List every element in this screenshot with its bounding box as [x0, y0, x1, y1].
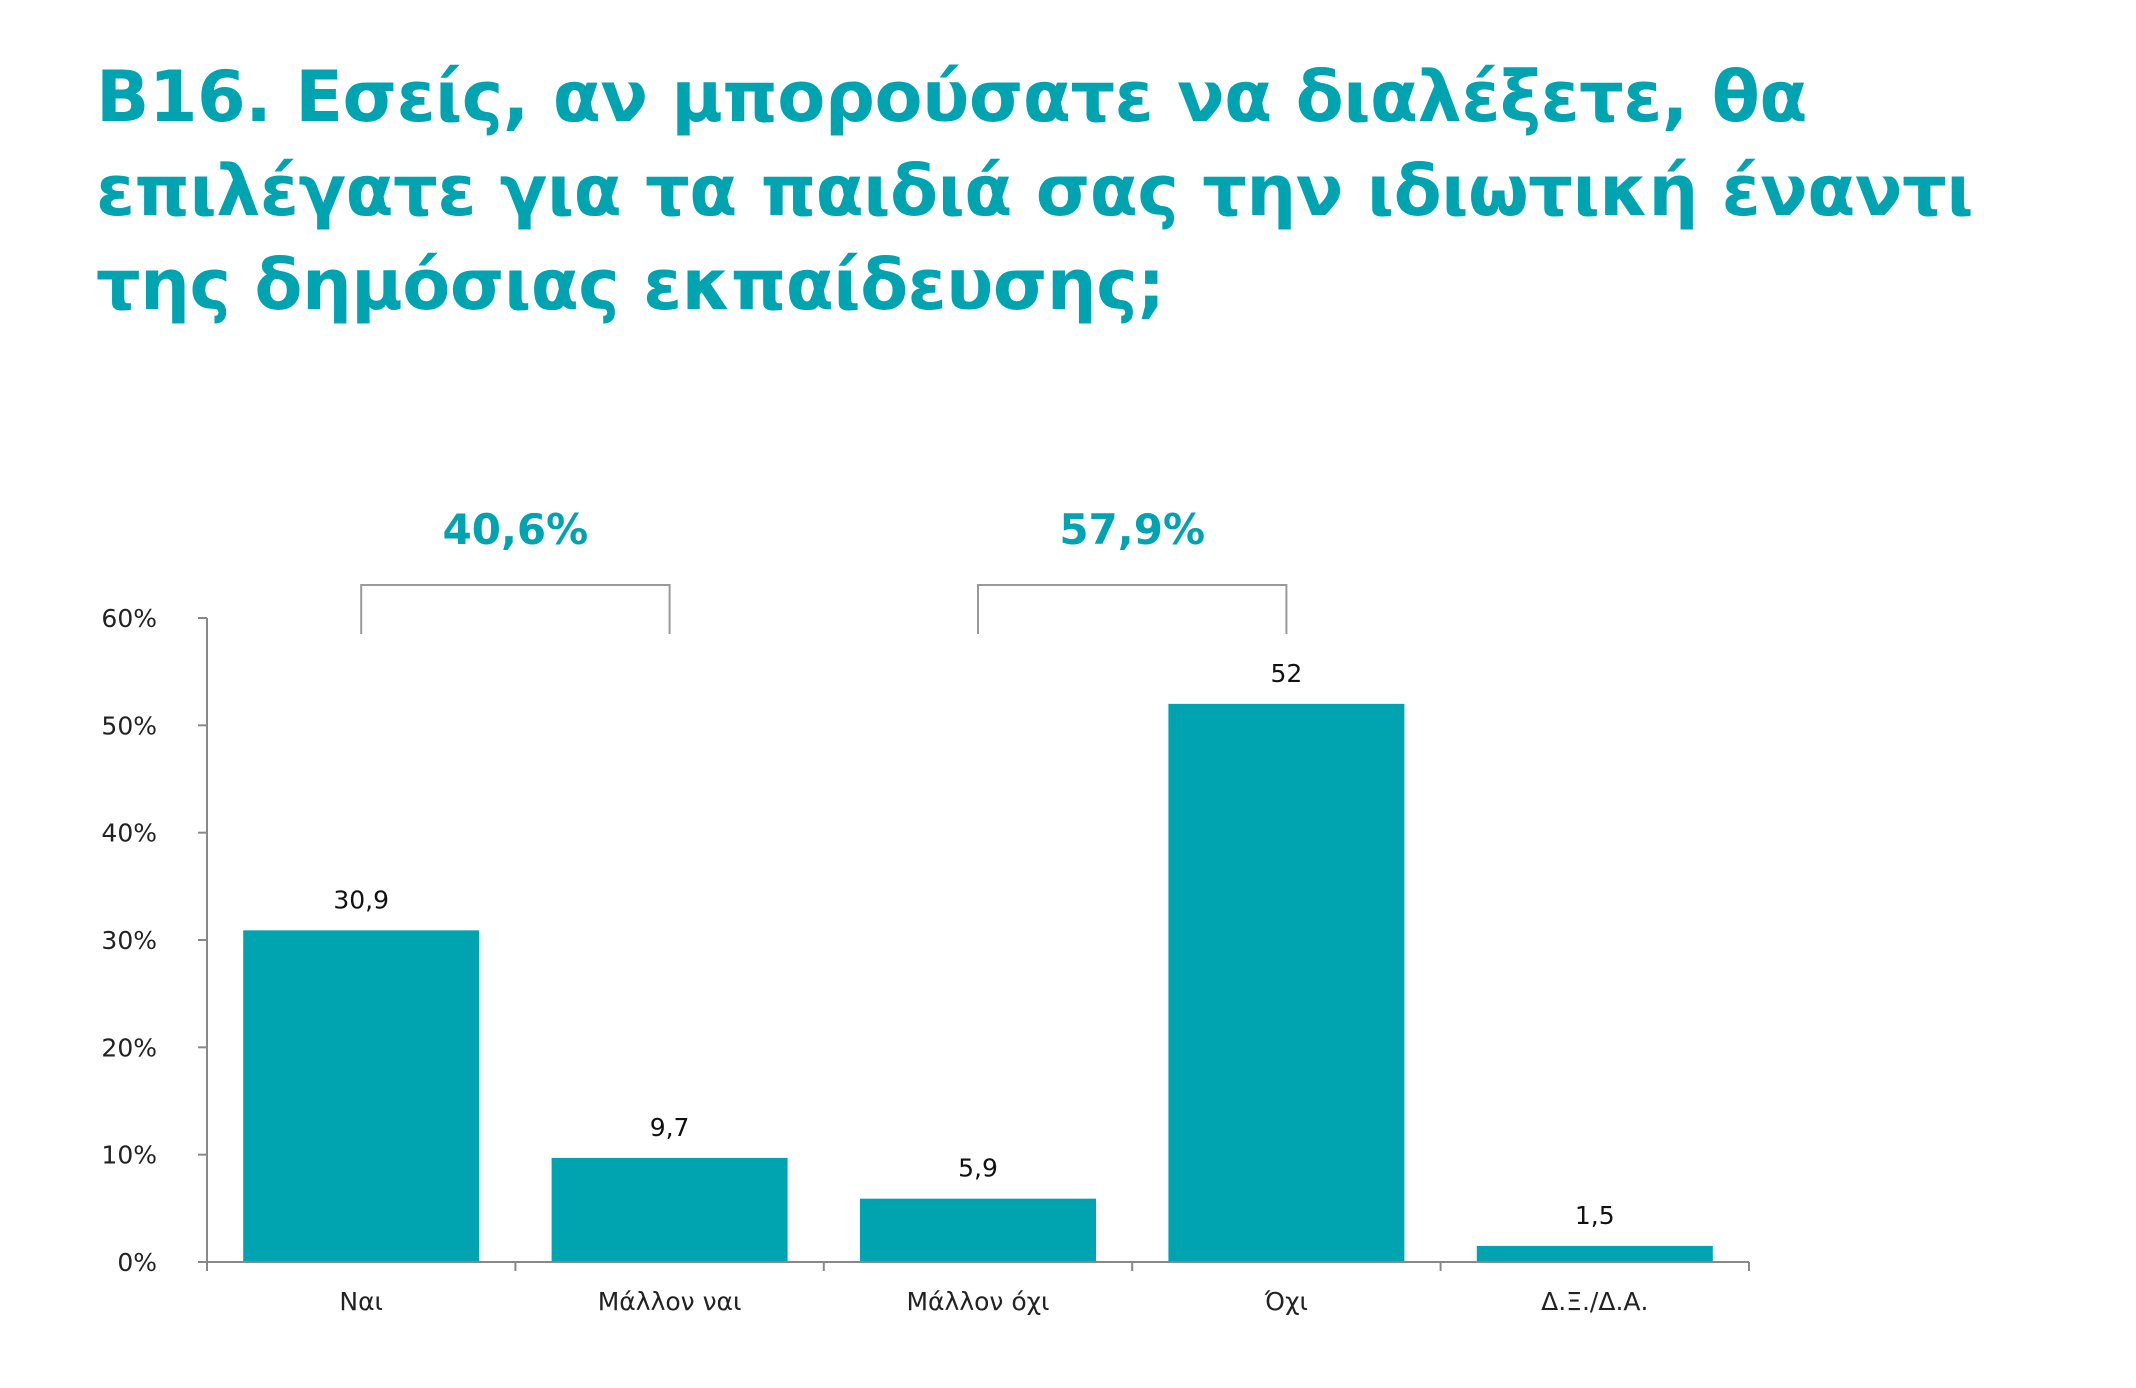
category-labels: Ναι Μάλλον ναι Μάλλον όχι Όχι Δ.Ξ./Δ.Α.	[339, 1287, 1648, 1316]
category-label: Δ.Ξ./Δ.Α.	[1541, 1287, 1648, 1316]
group-total-label: 57,9%	[1059, 505, 1205, 554]
bar	[1168, 703, 1405, 1262]
category-label: Μάλλον ναι	[598, 1287, 742, 1316]
data-label: 5,9	[958, 1154, 998, 1183]
y-tick-label: 0%	[117, 1248, 157, 1277]
y-tick-label: 10%	[101, 1141, 157, 1170]
category-label: Όχι	[1264, 1287, 1308, 1316]
group-bracket	[360, 584, 671, 634]
data-label: 9,7	[650, 1113, 690, 1142]
data-label: 52	[1270, 659, 1302, 688]
y-tick-label: 40%	[101, 819, 157, 848]
y-tick-label: 30%	[101, 926, 157, 955]
chart-title: B16. Εσείς, αν μπορούσατε να διαλέξετε, …	[96, 56, 1974, 326]
group-total-label: 40,6%	[443, 505, 589, 554]
bar	[1476, 1245, 1713, 1262]
category-label: Ναι	[339, 1287, 383, 1316]
group-brackets: 40,6% 57,9%	[360, 505, 1288, 634]
category-label: Μάλλον όχι	[906, 1287, 1049, 1316]
data-label: 30,9	[333, 885, 389, 914]
y-tick-label: 60%	[101, 604, 157, 633]
y-tick-label: 20%	[101, 1033, 157, 1062]
data-label: 1,5	[1575, 1201, 1615, 1230]
group-bracket	[977, 584, 1288, 634]
data-labels: 30,9 9,7 5,9 52 1,5	[333, 659, 1614, 1230]
axes: 0% 10% 20% 30% 40% 50% 60%	[101, 604, 1750, 1277]
y-tick-label: 50%	[101, 711, 157, 740]
bars	[243, 703, 1713, 1262]
bar	[243, 930, 480, 1262]
bar	[551, 1157, 788, 1262]
bar	[860, 1198, 1096, 1262]
